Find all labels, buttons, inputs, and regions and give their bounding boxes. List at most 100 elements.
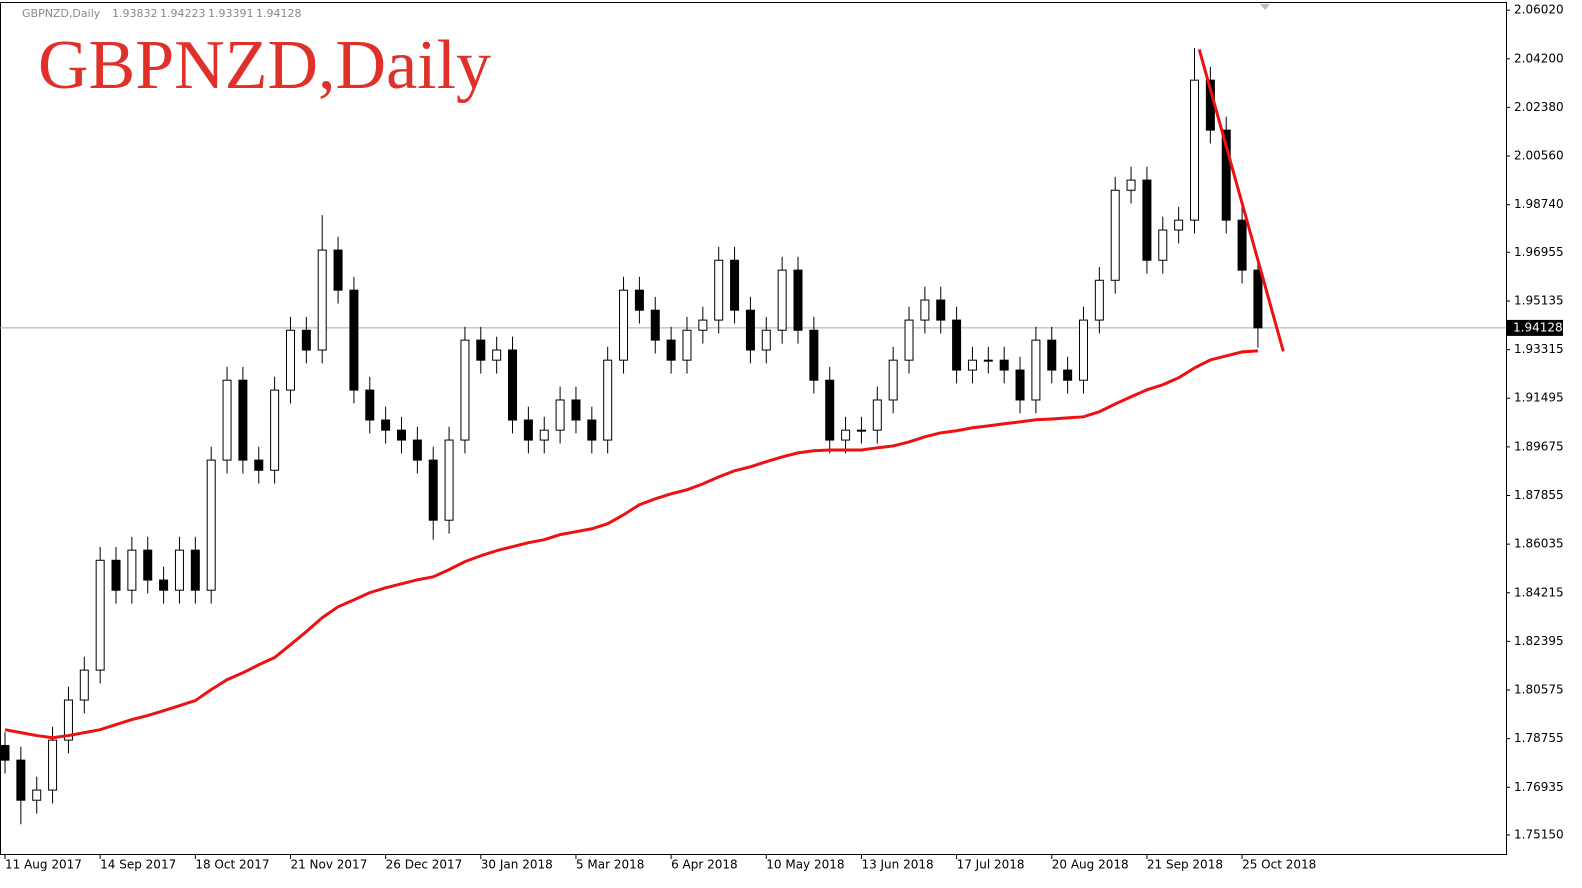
candle-body xyxy=(270,389,280,471)
candle-body xyxy=(666,339,676,361)
y-tick-label: 2.04200 xyxy=(1514,51,1564,65)
candle-body xyxy=(301,329,311,351)
info-value: 1.93832 xyxy=(112,7,158,20)
x-tick-label: 6 Apr 2018 xyxy=(671,858,738,872)
y-tick-label: 1.98740 xyxy=(1514,197,1564,211)
candle-body xyxy=(936,299,946,321)
y-tick-label: 2.00560 xyxy=(1514,149,1564,163)
candle-body xyxy=(349,289,359,391)
candle-body xyxy=(1174,219,1184,231)
candle-body xyxy=(143,549,153,581)
info-symbol: GBPNZD,Daily xyxy=(22,7,101,20)
candle-body xyxy=(159,579,169,591)
y-tick-label: 1.89675 xyxy=(1514,439,1564,453)
x-tick-label: 11 Aug 2017 xyxy=(5,858,82,872)
info-value: 1.94128 xyxy=(256,7,302,20)
x-tick-label: 17 Jul 2018 xyxy=(957,858,1025,872)
candle-body xyxy=(333,249,343,291)
candle-body xyxy=(428,459,438,521)
candle-body xyxy=(825,379,835,441)
candle-body xyxy=(1221,129,1231,221)
x-tick-label: 10 May 2018 xyxy=(766,858,844,872)
candle-body xyxy=(1253,269,1263,329)
x-tick-label: 30 Jan 2018 xyxy=(481,858,553,872)
candle-body xyxy=(79,669,89,701)
candle-body xyxy=(999,359,1009,371)
candle-body xyxy=(872,399,882,431)
candle-body xyxy=(619,289,629,361)
x-tick-label: 5 Mar 2018 xyxy=(576,858,644,872)
last-price-label: 1.94128 xyxy=(1513,320,1563,334)
candle-body xyxy=(587,419,597,441)
candle-body xyxy=(0,744,10,761)
x-tick-label: 21 Nov 2017 xyxy=(290,858,367,872)
candle-body xyxy=(634,289,644,311)
candle-body xyxy=(1031,339,1041,401)
candle-body xyxy=(508,349,518,421)
candle-body xyxy=(952,319,962,371)
y-tick-label: 1.75150 xyxy=(1514,827,1564,841)
candle-body xyxy=(730,259,740,311)
candle-body xyxy=(317,249,327,351)
last-price-box xyxy=(1507,319,1563,336)
candle-body xyxy=(127,549,137,591)
candle-body xyxy=(1142,179,1152,261)
candle-body xyxy=(793,269,803,331)
candle-body xyxy=(16,759,26,801)
candle-body xyxy=(365,389,375,421)
candle-body xyxy=(222,379,232,461)
y-tick-label: 1.96955 xyxy=(1514,245,1564,259)
y-tick-label: 1.86035 xyxy=(1514,537,1564,551)
info-value: 1.93391 xyxy=(208,7,254,20)
y-tick-label: 1.82395 xyxy=(1514,634,1564,648)
candle-body xyxy=(698,319,708,331)
candle-body xyxy=(444,439,454,521)
candle-body xyxy=(238,379,248,461)
chart-title: GBPNZD,Daily xyxy=(38,27,491,104)
x-tick-label: 21 Sep 2018 xyxy=(1147,858,1223,872)
candle-body xyxy=(650,309,660,341)
candle-body xyxy=(412,439,422,461)
candle-body xyxy=(539,429,549,441)
candle-body xyxy=(285,329,295,391)
y-tick-label: 1.78755 xyxy=(1514,731,1564,745)
shift-marker xyxy=(1260,4,1270,10)
candle-body xyxy=(1110,189,1120,281)
y-tick-label: 1.76935 xyxy=(1514,780,1564,794)
candle-body xyxy=(967,359,977,371)
candle-body xyxy=(920,299,930,321)
x-tick-label: 26 Dec 2017 xyxy=(386,858,463,872)
candle-body xyxy=(190,549,200,591)
y-tick-label: 1.80575 xyxy=(1514,683,1564,697)
x-tick-label: 13 Jun 2018 xyxy=(861,858,933,872)
candle-body xyxy=(1190,79,1199,221)
candle-body xyxy=(63,699,73,741)
y-tick-label: 2.06020 xyxy=(1514,3,1564,17)
candle-body xyxy=(381,419,391,431)
candle-body xyxy=(1047,339,1057,371)
candle-body xyxy=(48,739,58,791)
candle-body xyxy=(745,309,755,351)
candle-body xyxy=(682,329,692,361)
x-tick-label: 25 Oct 2018 xyxy=(1242,858,1316,872)
candle-body xyxy=(1078,319,1088,381)
candle-body xyxy=(1126,179,1136,191)
candle-body xyxy=(1237,219,1247,271)
candle-body xyxy=(1015,369,1025,401)
y-tick-label: 1.87855 xyxy=(1514,488,1564,502)
candle-body xyxy=(983,359,993,362)
y-tick-label: 1.84215 xyxy=(1514,585,1564,599)
x-tick-label: 18 Oct 2017 xyxy=(195,858,269,872)
trendline xyxy=(1197,49,1285,352)
candle-body xyxy=(777,269,787,331)
y-tick-label: 1.91495 xyxy=(1514,391,1564,405)
candle-body xyxy=(460,339,470,441)
candle-body xyxy=(492,349,502,361)
candle-body xyxy=(809,329,819,381)
candle-body xyxy=(523,419,533,441)
candle-body xyxy=(397,429,406,441)
candle-body xyxy=(888,359,898,401)
y-tick-label: 1.93315 xyxy=(1514,342,1564,356)
candle-body xyxy=(32,789,42,801)
